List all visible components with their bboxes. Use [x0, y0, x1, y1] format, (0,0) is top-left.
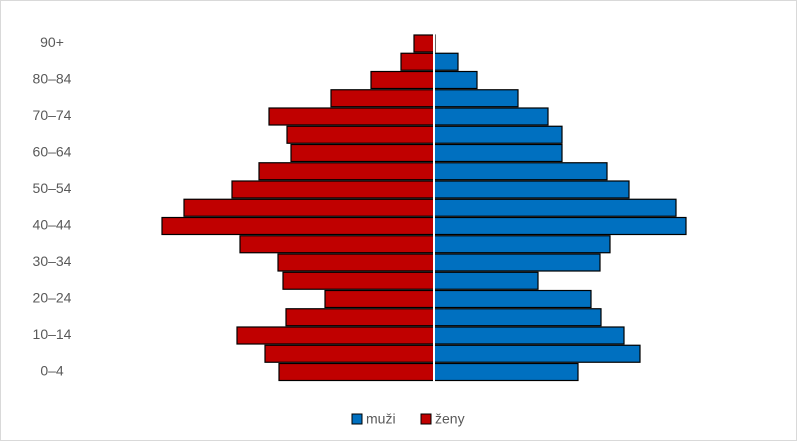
bar [268, 107, 435, 126]
legend-label: ženy [435, 411, 465, 427]
bar [330, 89, 435, 108]
bar [433, 253, 601, 272]
bar [239, 235, 435, 254]
bar [433, 52, 459, 71]
bar [264, 344, 435, 363]
bar [282, 271, 435, 290]
bar [370, 70, 435, 90]
bar [433, 180, 630, 199]
bar [433, 344, 641, 363]
y-tick-label: 20–24 [33, 290, 72, 306]
bar [433, 125, 563, 144]
bar [433, 216, 687, 236]
bar [286, 125, 435, 144]
legend-swatch [420, 413, 432, 425]
bar [433, 143, 563, 163]
y-tick-label: 70–74 [33, 107, 72, 123]
bar [433, 271, 539, 290]
bar [277, 253, 435, 272]
bar [433, 107, 549, 126]
bar [231, 180, 435, 199]
bar [324, 289, 435, 309]
bar [433, 362, 579, 382]
bar [433, 198, 677, 217]
y-tick-label: 40–44 [33, 217, 72, 233]
bar [433, 89, 519, 108]
y-tick-label: 30–34 [33, 253, 72, 269]
bar [161, 216, 435, 236]
legend-label: muži [366, 411, 396, 427]
bar [278, 362, 435, 382]
y-tick-label: 0–4 [40, 363, 64, 379]
bar [433, 162, 608, 181]
bar [183, 198, 435, 217]
bar [433, 326, 625, 345]
y-tick-label: 90+ [40, 34, 64, 50]
y-tick-label: 60–64 [33, 144, 72, 160]
bar [413, 34, 435, 53]
bar [433, 308, 602, 327]
y-tick-label: 80–84 [33, 71, 72, 87]
bar [290, 143, 435, 163]
bar [285, 308, 435, 327]
bar [433, 70, 478, 90]
y-tick-label: 50–54 [33, 180, 72, 196]
bar [433, 289, 592, 309]
bar [236, 326, 435, 345]
bar [258, 162, 435, 181]
bar [400, 52, 435, 71]
bar [433, 235, 611, 254]
legend-swatch [351, 413, 363, 425]
y-tick-label: 10–14 [33, 326, 72, 342]
